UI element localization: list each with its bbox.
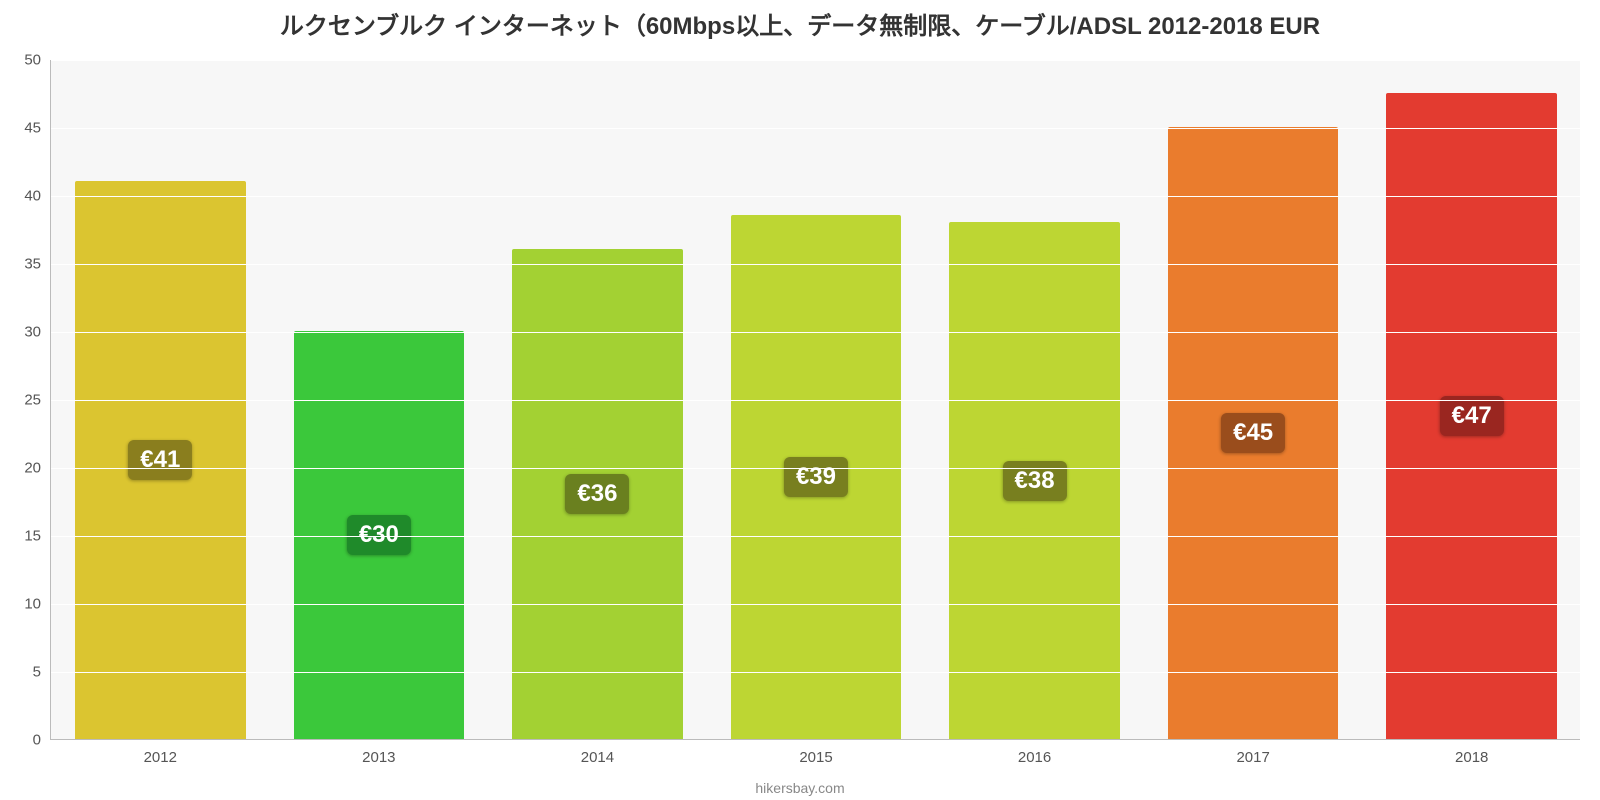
plot-area: €41€30€36€39€38€45€47 051015202530354045…	[50, 60, 1580, 740]
gridline	[51, 468, 1580, 469]
chart-title: ルクセンブルク インターネット（60Mbps以上、データ無制限、ケーブル/ADS…	[0, 0, 1600, 41]
xtick-label: 2015	[799, 739, 832, 766]
gridline	[51, 264, 1580, 265]
bar: €39	[731, 215, 901, 739]
bar-value-label: €39	[784, 457, 848, 497]
gridline	[51, 60, 1580, 61]
ytick-label: 15	[24, 528, 51, 545]
bar-value-label: €47	[1440, 396, 1504, 436]
xtick-label: 2018	[1455, 739, 1488, 766]
ytick-label: 5	[33, 664, 51, 681]
bar: €47	[1386, 93, 1556, 739]
bar: €30	[294, 331, 464, 739]
bar: €41	[75, 181, 245, 739]
bar: €45	[1168, 127, 1338, 739]
xtick-label: 2014	[581, 739, 614, 766]
ytick-label: 45	[24, 120, 51, 137]
ytick-label: 40	[24, 188, 51, 205]
bar-value-label: €45	[1221, 413, 1285, 453]
gridline	[51, 672, 1580, 673]
gridline	[51, 400, 1580, 401]
ytick-label: 0	[33, 732, 51, 749]
xtick-label: 2013	[362, 739, 395, 766]
gridline	[51, 536, 1580, 537]
ytick-label: 35	[24, 256, 51, 273]
gridline	[51, 332, 1580, 333]
ytick-label: 50	[24, 52, 51, 69]
xtick-label: 2012	[144, 739, 177, 766]
gridline	[51, 128, 1580, 129]
bar: €38	[949, 222, 1119, 739]
gridline	[51, 604, 1580, 605]
bar-value-label: €36	[565, 474, 629, 514]
ytick-label: 30	[24, 324, 51, 341]
bar-value-label: €41	[128, 440, 192, 480]
bar-value-label: €38	[1003, 461, 1067, 501]
bar-value-label: €30	[347, 515, 411, 555]
gridline	[51, 196, 1580, 197]
attribution: hikersbay.com	[0, 780, 1600, 796]
xtick-label: 2017	[1236, 739, 1269, 766]
xtick-label: 2016	[1018, 739, 1051, 766]
ytick-label: 10	[24, 596, 51, 613]
bar: €36	[512, 249, 682, 739]
ytick-label: 25	[24, 392, 51, 409]
ytick-label: 20	[24, 460, 51, 477]
